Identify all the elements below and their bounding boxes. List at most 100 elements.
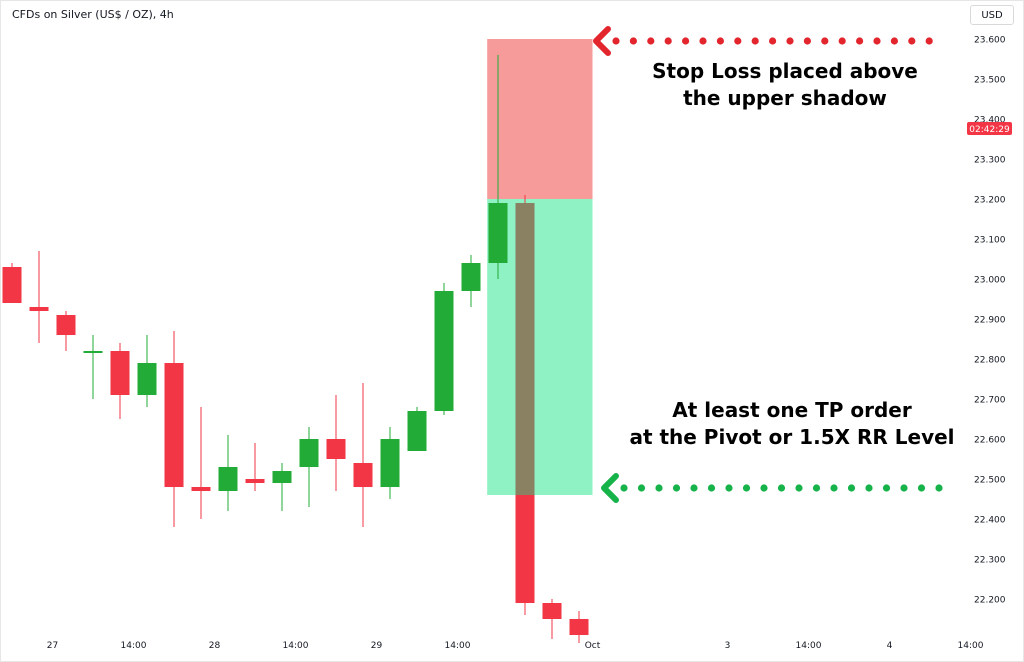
arrow-dot [925,37,933,45]
time-tick-label: 3 [725,641,731,651]
arrow-dot [664,37,672,45]
candle-body [272,471,292,483]
arrow-dot [865,484,873,492]
arrow-dot [629,37,638,45]
time-tick-label: 29 [371,641,383,651]
candle [218,435,238,511]
candle [110,343,130,419]
arrow-dot [795,484,803,492]
time-tick-label: 28 [209,641,221,651]
price-tick-label: 23.100 [974,236,1006,246]
chart-title: CFDs on Silver (US$ / OZ), 4h [12,8,174,21]
arrow-dot [890,37,899,45]
arrow-dot [742,484,751,492]
stop-loss-annotation-line-2: the upper shadow [683,86,887,110]
arrow-head [601,473,619,503]
arrow-dot [821,37,829,45]
time-tick-label: 14:00 [283,641,309,651]
candle-body [353,463,373,487]
stop-loss-zone[interactable] [487,39,593,199]
arrow-dot [847,484,856,492]
candle-body [56,315,76,335]
take-profit-annotation-line-2: at the Pivot or 1.5X RR Level [629,425,955,449]
arrow-dot [786,37,794,45]
candle-body [164,363,184,487]
candle [191,407,211,519]
time-tick-label: 14:00 [121,641,147,651]
arrow-dot [734,37,742,45]
candle-body [2,267,22,303]
price-tick-label: 22.400 [974,516,1006,526]
arrow-dot [690,484,698,492]
price-tick-label: 23.200 [974,196,1006,206]
candle [353,383,373,527]
candle-body [29,307,49,311]
price-tick-label: 23.600 [974,36,1006,46]
candle [542,599,562,639]
time-tick-label: 14:00 [958,641,984,651]
countdown-label: 02:42:29 [969,125,1010,135]
arrow-dot [682,37,690,45]
arrow-dot [777,484,786,492]
candle-body [488,203,508,263]
position-tool[interactable] [487,39,593,495]
time-tick-label: 27 [47,641,58,651]
arrow-dot [769,37,777,45]
take-profit-annotation: At least one TP order at the Pivot or 1.… [596,397,988,451]
arrow-dot [647,37,655,45]
price-tick-label: 22.300 [974,556,1006,566]
candle [56,311,76,351]
time-tick-label: 14:00 [445,641,471,651]
candle-body [434,291,454,411]
candle [380,427,400,499]
arrow-dot [716,37,725,45]
candle [245,443,265,491]
arrow-dot [908,37,916,45]
candle-body [191,487,211,491]
countdown-badge [967,122,1012,135]
candle-body [299,439,319,467]
candle-body [110,351,130,395]
time-tick-label: 4 [887,641,893,651]
arrow-dot [707,484,716,492]
candle [29,251,49,343]
arrow-dot [882,484,891,492]
candle [488,55,508,279]
price-tick-label: 23.500 [974,76,1006,86]
candle [326,395,346,491]
price-axis[interactable]: 23.600 23.500 23.400 23.300 23.200 23.100 23.0… [964,28,1024,638]
arrow-dot [751,37,759,45]
candle [407,407,427,451]
overlap-tint [515,203,535,495]
candle-body [83,351,103,353]
candle-body [569,619,589,635]
arrow-dot [900,484,908,492]
arrow-dot [812,484,821,492]
stop-loss-annotation: Stop Loss placed above the upper shadow [600,58,970,112]
time-tick-label: 14:00 [796,641,822,651]
arrow-dot [760,484,768,492]
price-tick-label: 22.900 [974,316,1006,326]
overlap-layer [515,203,535,495]
arrow-head [593,26,611,56]
price-tick-label: 23.300 [974,156,1006,166]
annotation-arrows [593,26,943,503]
stop-loss-arrow [593,26,933,56]
arrow-dot [830,484,838,492]
candle [272,463,292,511]
take-profit-arrow [601,473,943,503]
candle-body [137,363,157,395]
arrow-dot [620,484,628,492]
candle-body [461,263,481,291]
price-tick-label: 22.500 [974,476,1006,486]
price-tick-label: 23.000 [974,276,1006,286]
arrow-dot [655,484,663,492]
candle [83,335,103,399]
candle [434,283,454,415]
time-axis[interactable]: 27 14:00 28 14:00 29 14:00 Oct 3 14:00 4 14:00 [47,641,984,651]
arrow-dot [935,484,943,492]
price-tick-label: 22.700 [974,396,1006,406]
candle-body [326,439,346,459]
currency-button[interactable]: USD [970,5,1014,25]
